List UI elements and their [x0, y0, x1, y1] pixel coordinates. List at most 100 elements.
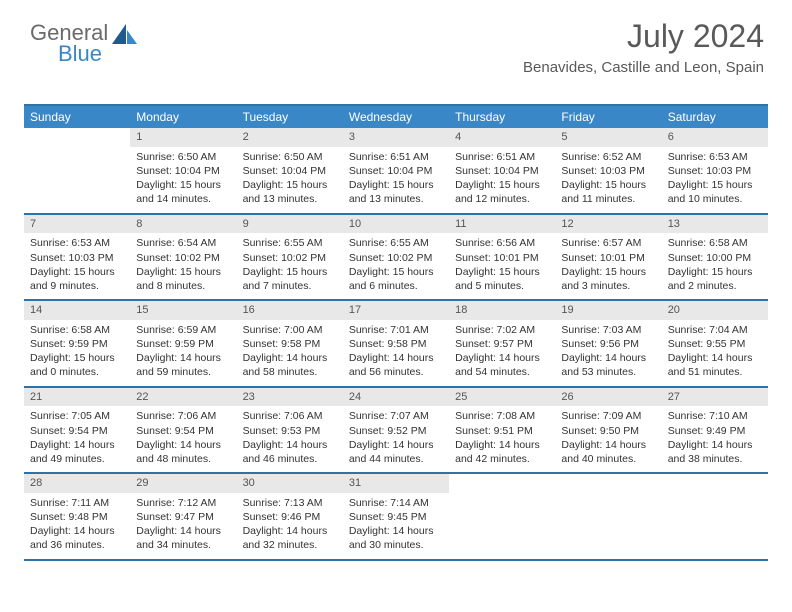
day-cell: 11Sunrise: 6:56 AMSunset: 10:01 PMDaylig… [449, 215, 555, 300]
day-number: 5 [555, 128, 661, 147]
day-info-line: Sunrise: 7:08 AM [455, 409, 549, 423]
day-cell: 1Sunrise: 6:50 AMSunset: 10:04 PMDayligh… [130, 128, 236, 213]
day-info-line: Sunset: 9:50 PM [561, 424, 655, 438]
week-row: .1Sunrise: 6:50 AMSunset: 10:04 PMDaylig… [24, 128, 768, 215]
day-number: 31 [343, 474, 449, 493]
day-info-line: Sunset: 10:04 PM [455, 164, 549, 178]
day-info-line: Sunset: 9:47 PM [136, 510, 230, 524]
day-number: 11 [449, 215, 555, 234]
day-info-line: and 49 minutes. [30, 452, 124, 466]
day-info-line: and 5 minutes. [455, 279, 549, 293]
day-info-line: Sunrise: 7:01 AM [349, 323, 443, 337]
day-info-line: and 53 minutes. [561, 365, 655, 379]
day-body: Sunrise: 6:50 AMSunset: 10:04 PMDaylight… [237, 147, 343, 213]
day-info-line: Daylight: 14 hours [561, 438, 655, 452]
day-number: 20 [662, 301, 768, 320]
day-info-line: Sunset: 10:01 PM [455, 251, 549, 265]
day-body: Sunrise: 6:55 AMSunset: 10:02 PMDaylight… [237, 233, 343, 299]
day-info-line: Sunset: 10:04 PM [349, 164, 443, 178]
day-cell: 12Sunrise: 6:57 AMSunset: 10:01 PMDaylig… [555, 215, 661, 300]
day-info-line: Sunset: 9:55 PM [668, 337, 762, 351]
day-info-line: and 10 minutes. [668, 192, 762, 206]
weekday-header-row: SundayMondayTuesdayWednesdayThursdayFrid… [24, 106, 768, 128]
day-cell: 23Sunrise: 7:06 AMSunset: 9:53 PMDayligh… [237, 388, 343, 473]
day-info-line: and 42 minutes. [455, 452, 549, 466]
day-info-line: Daylight: 14 hours [668, 351, 762, 365]
day-info-line: Sunset: 10:01 PM [561, 251, 655, 265]
day-info-line: Daylight: 15 hours [455, 178, 549, 192]
day-info-line: Daylight: 15 hours [30, 265, 124, 279]
day-number: 22 [130, 388, 236, 407]
day-info-line: Daylight: 14 hours [136, 438, 230, 452]
day-body: Sunrise: 6:55 AMSunset: 10:02 PMDaylight… [343, 233, 449, 299]
weekday-header: Monday [130, 106, 236, 128]
day-info-line: Sunrise: 6:50 AM [136, 150, 230, 164]
day-info-line: Sunset: 10:04 PM [136, 164, 230, 178]
day-info-line: and 32 minutes. [243, 538, 337, 552]
day-info-line: Sunrise: 6:55 AM [349, 236, 443, 250]
day-info-line: and 58 minutes. [243, 365, 337, 379]
day-info-line: Sunset: 9:59 PM [136, 337, 230, 351]
day-cell: 8Sunrise: 6:54 AMSunset: 10:02 PMDayligh… [130, 215, 236, 300]
day-info-line: Sunrise: 7:05 AM [30, 409, 124, 423]
day-cell: 13Sunrise: 6:58 AMSunset: 10:00 PMDaylig… [662, 215, 768, 300]
day-info-line: and 48 minutes. [136, 452, 230, 466]
day-cell: 20Sunrise: 7:04 AMSunset: 9:55 PMDayligh… [662, 301, 768, 386]
day-info-line: Daylight: 15 hours [455, 265, 549, 279]
day-body: Sunrise: 7:03 AMSunset: 9:56 PMDaylight:… [555, 320, 661, 386]
day-info-line: Daylight: 15 hours [668, 178, 762, 192]
day-info-line: and 12 minutes. [455, 192, 549, 206]
day-info-line: and 0 minutes. [30, 365, 124, 379]
day-number: 27 [662, 388, 768, 407]
day-cell: 22Sunrise: 7:06 AMSunset: 9:54 PMDayligh… [130, 388, 236, 473]
day-info-line: and 56 minutes. [349, 365, 443, 379]
day-info-line: Daylight: 14 hours [243, 524, 337, 538]
day-info-line: Sunset: 10:02 PM [349, 251, 443, 265]
logo-text-blue: Blue [58, 43, 108, 65]
day-info-line: Sunset: 9:59 PM [30, 337, 124, 351]
day-number: 7 [24, 215, 130, 234]
day-info-line: and 3 minutes. [561, 279, 655, 293]
day-number: 6 [662, 128, 768, 147]
day-cell: 21Sunrise: 7:05 AMSunset: 9:54 PMDayligh… [24, 388, 130, 473]
day-info-line: Daylight: 14 hours [455, 351, 549, 365]
day-info-line: Sunrise: 7:14 AM [349, 496, 443, 510]
day-info-line: and 54 minutes. [455, 365, 549, 379]
day-body: Sunrise: 6:58 AMSunset: 9:59 PMDaylight:… [24, 320, 130, 386]
day-body: Sunrise: 7:09 AMSunset: 9:50 PMDaylight:… [555, 406, 661, 472]
day-info-line: Sunset: 9:54 PM [30, 424, 124, 438]
day-info-line: Sunrise: 7:10 AM [668, 409, 762, 423]
weekday-header: Tuesday [237, 106, 343, 128]
day-info-line: and 14 minutes. [136, 192, 230, 206]
day-cell: 15Sunrise: 6:59 AMSunset: 9:59 PMDayligh… [130, 301, 236, 386]
day-info-line: Sunset: 9:46 PM [243, 510, 337, 524]
day-info-line: Sunset: 9:57 PM [455, 337, 549, 351]
day-body: Sunrise: 7:04 AMSunset: 9:55 PMDaylight:… [662, 320, 768, 386]
day-body: Sunrise: 6:57 AMSunset: 10:01 PMDaylight… [555, 233, 661, 299]
day-info-line: Daylight: 14 hours [349, 438, 443, 452]
logo-sail-icon [112, 24, 138, 51]
day-body: Sunrise: 7:06 AMSunset: 9:54 PMDaylight:… [130, 406, 236, 472]
day-number: 19 [555, 301, 661, 320]
day-info-line: and 7 minutes. [243, 279, 337, 293]
day-cell: . [449, 474, 555, 559]
day-number: 4 [449, 128, 555, 147]
day-body: Sunrise: 6:59 AMSunset: 9:59 PMDaylight:… [130, 320, 236, 386]
day-info-line: Daylight: 15 hours [561, 265, 655, 279]
week-row: 28Sunrise: 7:11 AMSunset: 9:48 PMDayligh… [24, 474, 768, 561]
day-info-line: Sunrise: 7:00 AM [243, 323, 337, 337]
day-cell: 3Sunrise: 6:51 AMSunset: 10:04 PMDayligh… [343, 128, 449, 213]
day-cell: 29Sunrise: 7:12 AMSunset: 9:47 PMDayligh… [130, 474, 236, 559]
day-info-line: Sunset: 9:58 PM [243, 337, 337, 351]
day-info-line: Daylight: 14 hours [455, 438, 549, 452]
day-info-line: Sunset: 10:04 PM [243, 164, 337, 178]
day-number: 14 [24, 301, 130, 320]
day-info-line: Sunrise: 6:53 AM [668, 150, 762, 164]
day-body: Sunrise: 6:51 AMSunset: 10:04 PMDaylight… [449, 147, 555, 213]
day-body [662, 493, 768, 502]
day-body: Sunrise: 7:01 AMSunset: 9:58 PMDaylight:… [343, 320, 449, 386]
day-body: Sunrise: 7:07 AMSunset: 9:52 PMDaylight:… [343, 406, 449, 472]
location-text: Benavides, Castille and Leon, Spain [523, 59, 764, 76]
day-info-line: Daylight: 14 hours [349, 524, 443, 538]
day-info-line: Daylight: 14 hours [243, 438, 337, 452]
